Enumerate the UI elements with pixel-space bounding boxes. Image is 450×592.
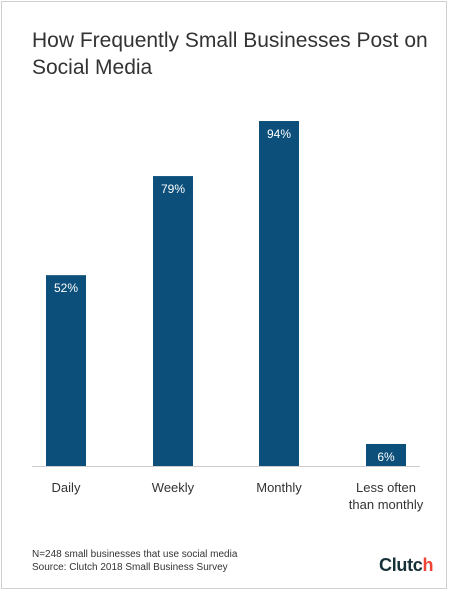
footnote: N=248 small businesses that use social m… — [32, 548, 237, 574]
logo-text-tail: h — [422, 555, 434, 575]
bar-1 — [46, 275, 86, 466]
source-note: Source: Clutch 2018 Small Business Surve… — [32, 562, 228, 573]
chart-title: How Frequently Small Businesses Post on … — [32, 29, 428, 79]
bar-3 — [259, 121, 299, 467]
bar-2 — [153, 176, 193, 466]
x-tick-label-2: Weekly — [152, 480, 195, 495]
x-tick-label-4-line-1: Less often — [356, 480, 416, 495]
clutch-logo: Clutch — [379, 555, 434, 576]
bar-4 — [366, 443, 406, 466]
x-tick-label-1: Daily — [52, 480, 81, 495]
data-label-4: 6% — [377, 450, 395, 464]
data-label-3: 94% — [267, 127, 291, 141]
x-tick-label-4-line-2: than monthly — [349, 497, 424, 512]
logo-text: Clutc — [379, 555, 423, 575]
x-tick-label-3: Monthly — [256, 480, 302, 495]
data-label-1: 52% — [54, 281, 78, 295]
sample-note: N=248 small businesses that use social m… — [32, 549, 238, 560]
data-label-2: 79% — [161, 182, 185, 196]
